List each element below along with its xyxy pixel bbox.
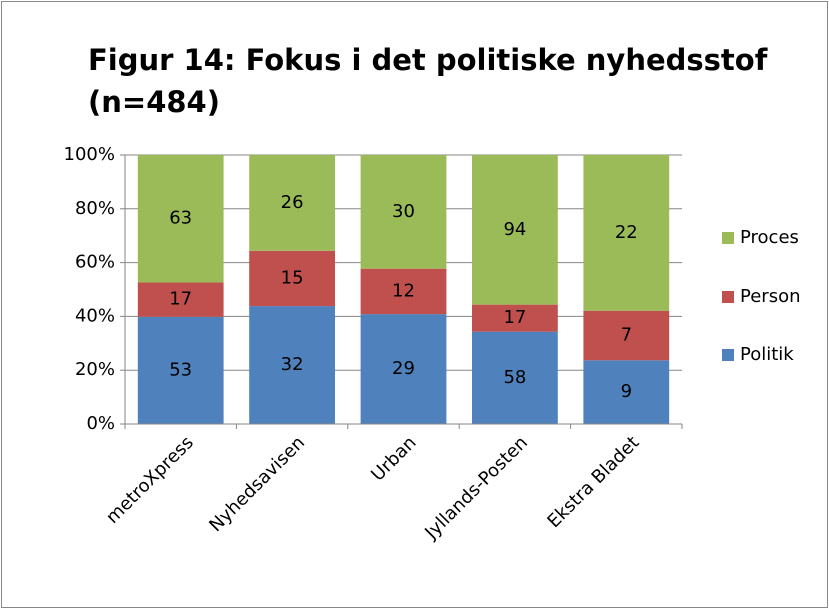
legend-swatch — [722, 232, 734, 244]
bar-segment — [583, 360, 670, 424]
bar-segment — [360, 314, 447, 424]
data-label: 9 — [621, 381, 632, 402]
data-label: 17 — [169, 289, 192, 310]
data-label: 17 — [503, 307, 526, 328]
bar-segment — [583, 310, 670, 361]
bar-segment — [137, 316, 224, 424]
data-label: 53 — [169, 359, 192, 380]
data-label: 22 — [615, 222, 638, 243]
bar-segment — [472, 331, 558, 424]
data-label: 58 — [503, 367, 526, 388]
y-tick-label: 100% — [64, 144, 115, 165]
legend-label: Person — [740, 286, 801, 307]
y-tick-label: 60% — [75, 252, 115, 273]
data-label: 32 — [281, 354, 304, 375]
y-tick-label: 0% — [86, 413, 115, 434]
legend-label: Politik — [740, 344, 794, 365]
data-label: 63 — [169, 208, 192, 229]
bar-segment — [137, 155, 224, 283]
y-tick-label: 80% — [75, 198, 115, 219]
legend-swatch — [722, 291, 734, 303]
data-label: 26 — [281, 192, 304, 213]
data-label: 12 — [392, 280, 415, 301]
legend-label: Proces — [740, 227, 799, 248]
chart-title: (n=484) — [88, 85, 220, 119]
data-label: 94 — [503, 219, 526, 240]
bar-segment — [249, 306, 335, 424]
legend-swatch — [722, 349, 734, 361]
data-label: 29 — [392, 358, 415, 379]
data-label: 7 — [621, 325, 632, 346]
y-tick-label: 40% — [75, 305, 115, 326]
chart-title: Figur 14: Fokus i det politiske nyhedsst… — [88, 43, 768, 77]
bar-segment — [472, 155, 558, 305]
bar-segment — [360, 268, 447, 315]
bar-segment — [472, 304, 558, 332]
bar-segment — [249, 250, 335, 307]
y-tick-label: 20% — [75, 359, 115, 380]
data-label: 30 — [392, 201, 415, 222]
bar-segment — [583, 155, 670, 311]
data-label: 15 — [281, 267, 304, 288]
bar-segment — [249, 155, 335, 251]
bar-segment — [137, 282, 224, 317]
bar-segment — [360, 155, 447, 269]
